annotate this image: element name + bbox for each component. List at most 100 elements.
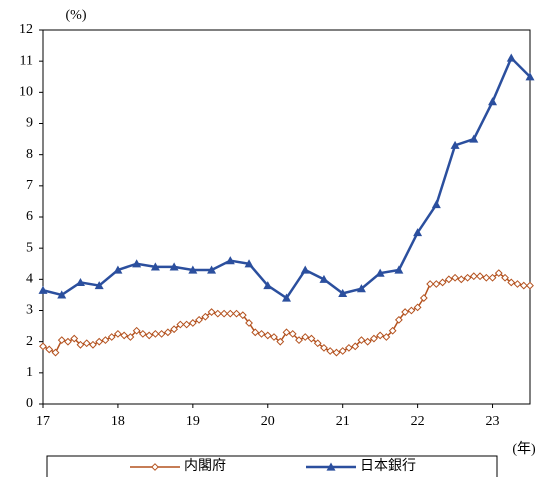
marker [301,333,310,341]
marker [476,272,484,281]
x-unit-label: (年) [512,441,536,457]
marker [494,269,503,278]
marker [163,328,172,337]
marker [138,329,147,338]
marker [413,228,423,237]
x-tick-label: 18 [111,414,125,429]
marker [357,336,366,345]
marker [407,306,416,315]
marker [419,294,428,302]
marker [169,262,179,271]
x-tick-label: 19 [186,414,200,429]
marker [82,339,91,348]
y-tick-label: 0 [26,396,33,411]
marker [451,273,459,282]
marker [263,281,273,290]
y-tick-label: 8 [26,147,33,162]
marker [320,343,328,352]
marker [232,309,241,318]
x-tick-label: 22 [411,414,425,429]
marker [251,328,260,337]
y-tick-label: 2 [26,334,33,349]
marker [257,329,266,338]
marker [151,329,160,338]
marker [519,281,528,290]
marker [488,273,497,282]
y-tick-label: 6 [26,209,33,224]
x-tick-label: 20 [261,414,275,429]
marker [276,337,285,346]
marker [57,290,67,299]
marker [207,308,216,316]
marker [70,334,79,343]
marker [95,337,104,346]
marker [225,256,235,265]
marker [76,340,85,349]
marker [282,293,291,302]
marker [307,334,316,343]
marker [188,265,198,274]
series-line [42,55,531,300]
legend-label: 内閣府 [184,458,226,474]
marker [220,309,228,318]
marker [226,309,235,318]
marker [313,339,322,348]
marker [338,347,347,355]
marker [345,343,353,352]
y-unit-label: (%) [66,8,87,23]
marker [444,275,453,284]
x-tick-label: 21 [336,414,350,429]
marker [113,265,123,274]
y-tick-label: 4 [26,272,33,287]
marker [438,278,447,287]
marker [64,337,72,346]
marker [370,334,378,343]
marker [413,303,422,312]
marker [201,312,210,321]
marker [356,284,366,293]
y-tick-label: 12 [19,22,33,37]
marker [501,273,509,282]
marker [363,337,372,346]
marker [295,336,303,345]
marker [126,333,135,341]
y-tick-label: 1 [26,365,33,380]
marker [213,309,222,318]
marker [195,315,203,324]
marker [132,326,141,335]
marker [338,288,348,297]
marker [526,281,534,290]
marker [513,280,522,288]
marker [394,315,403,324]
marker [432,280,441,288]
legend-box [46,455,498,477]
y-tick-label: 3 [26,303,33,318]
marker [244,259,254,268]
marker [101,336,110,345]
marker [382,333,391,341]
marker [507,278,516,287]
marker [270,333,278,341]
marker [401,308,410,316]
marker [332,348,341,357]
marker [45,345,54,354]
marker [245,319,253,327]
y-tick-label: 5 [26,240,33,255]
y-tick-label: 7 [26,178,33,193]
marker [426,280,435,288]
marker [176,320,185,329]
marker [145,331,154,340]
plot-frame [42,29,531,405]
legend-label: 日本銀行 [360,458,416,474]
marker [506,53,516,62]
marker [51,348,60,357]
marker [482,273,491,282]
marker [114,329,122,338]
marker [263,331,272,340]
marker [282,328,291,337]
marker [375,268,385,277]
marker [326,347,335,355]
legend-symbol [326,462,336,471]
marker [57,336,66,345]
marker [188,319,197,327]
